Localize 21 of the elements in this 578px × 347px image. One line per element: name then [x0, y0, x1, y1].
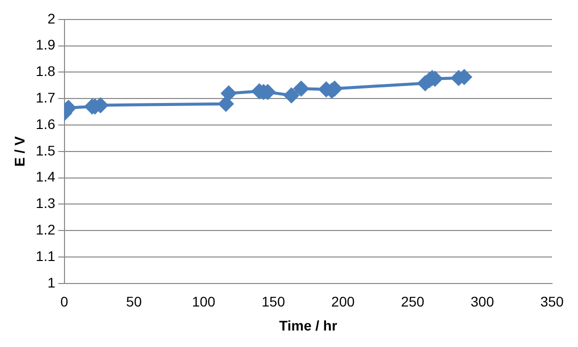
y-tick-label: 1.3 — [36, 195, 56, 212]
y-tick-label: 1 — [47, 274, 56, 290]
y-tick-label: 1.5 — [36, 142, 56, 158]
y-tick-label: 1.7 — [36, 89, 56, 106]
y-tick-label: 1.6 — [36, 116, 56, 132]
x-tick-label: 100 — [192, 294, 216, 310]
x-tick-label: 350 — [540, 294, 564, 310]
y-axis-title: E / V — [11, 136, 28, 167]
x-tick-label: 150 — [262, 294, 286, 310]
x-axis-title: Time / hr — [279, 317, 338, 334]
x-tick-label: 200 — [331, 294, 355, 310]
x-tick-label: 0 — [60, 294, 68, 310]
y-tick-label: 1.8 — [36, 63, 56, 80]
y-tick-label: 1.1 — [36, 248, 56, 264]
y-tick-label: 1.4 — [36, 168, 56, 185]
y-tick-label: 1.2 — [36, 221, 56, 238]
x-tick-label: 300 — [470, 294, 494, 310]
y-tick-label: 2 — [47, 10, 56, 26]
x-tick-label: 50 — [126, 294, 142, 310]
x-tick-label: 250 — [400, 294, 425, 310]
y-tick-label: 1.9 — [36, 36, 56, 53]
